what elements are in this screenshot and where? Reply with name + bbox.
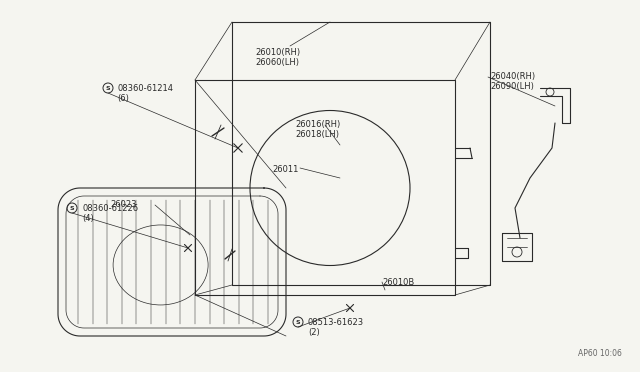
Text: 26023: 26023 <box>110 200 136 209</box>
Text: 26010B: 26010B <box>382 278 414 287</box>
Text: AP60 10:06: AP60 10:06 <box>578 349 622 358</box>
Text: 26018(LH): 26018(LH) <box>295 130 339 139</box>
Text: 26016(RH): 26016(RH) <box>295 120 340 129</box>
Text: 08360-61214: 08360-61214 <box>117 84 173 93</box>
Text: 26090(LH): 26090(LH) <box>490 82 534 91</box>
Text: S: S <box>70 205 74 211</box>
Text: (6): (6) <box>117 94 129 103</box>
Text: 08360-61226: 08360-61226 <box>82 204 138 213</box>
Text: 08513-61623: 08513-61623 <box>308 318 364 327</box>
Text: (4): (4) <box>82 214 93 223</box>
Text: 26010(RH): 26010(RH) <box>255 48 300 57</box>
Text: 26011: 26011 <box>272 165 298 174</box>
Text: 26040(RH): 26040(RH) <box>490 72 535 81</box>
Text: S: S <box>296 320 300 324</box>
Text: 26060(LH): 26060(LH) <box>255 58 299 67</box>
Text: (2): (2) <box>308 328 320 337</box>
Text: S: S <box>106 86 110 90</box>
